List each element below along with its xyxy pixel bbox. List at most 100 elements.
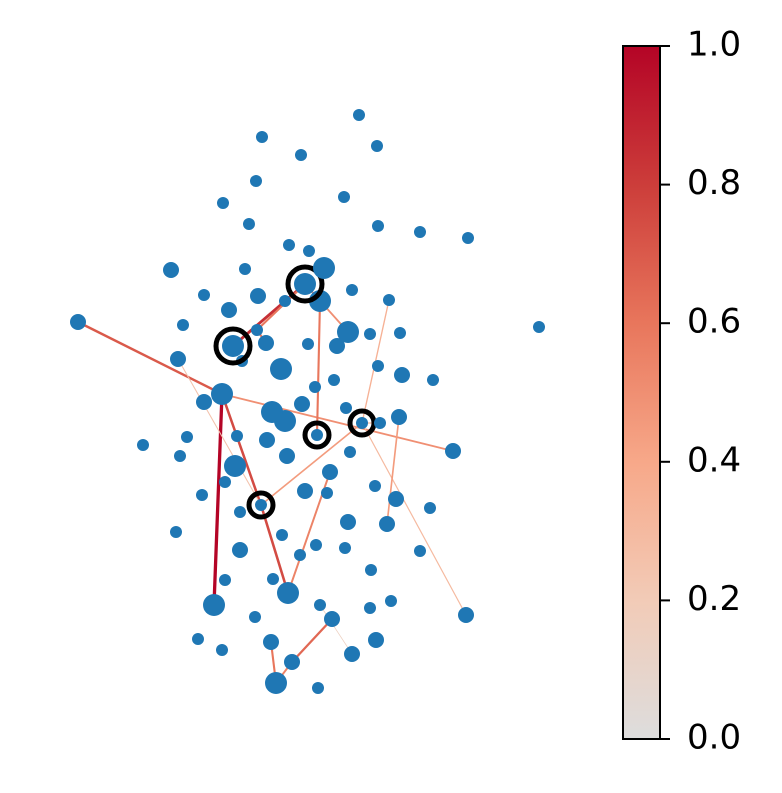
node — [372, 360, 384, 372]
node — [232, 542, 248, 558]
edge — [315, 299, 322, 437]
node — [261, 401, 283, 423]
node — [328, 374, 340, 386]
colorbar-tick-label: 0.0 — [687, 718, 741, 758]
node — [324, 611, 340, 627]
node — [371, 140, 383, 152]
node — [379, 516, 395, 532]
node — [344, 646, 360, 662]
node — [174, 450, 186, 462]
node — [294, 549, 306, 561]
node — [219, 574, 231, 586]
node — [344, 446, 356, 458]
node — [321, 487, 333, 499]
node — [255, 499, 267, 511]
node — [196, 394, 212, 410]
node — [239, 263, 251, 275]
node — [365, 564, 377, 576]
node — [394, 327, 406, 339]
node — [192, 633, 204, 645]
node — [256, 131, 268, 143]
node — [279, 295, 291, 307]
node — [243, 218, 255, 230]
edge — [221, 393, 454, 452]
node — [458, 607, 474, 623]
node — [314, 599, 326, 611]
edge — [220, 392, 263, 507]
node — [445, 443, 461, 459]
node — [263, 634, 279, 650]
node — [221, 302, 237, 318]
colorbar: 0.0 0.2 0.4 0.6 0.8 1.0 — [622, 25, 741, 758]
node — [462, 232, 474, 244]
node — [368, 632, 384, 648]
highlight-ring — [213, 326, 253, 366]
node — [394, 367, 410, 383]
colorbar-tick-label: 0.4 — [687, 440, 741, 480]
colorbar-tick-label: 0.8 — [687, 163, 741, 203]
node — [270, 358, 292, 380]
node — [374, 417, 386, 429]
node — [346, 284, 358, 296]
node — [181, 431, 193, 443]
node — [388, 491, 404, 507]
node — [372, 220, 384, 232]
nodes — [70, 109, 545, 694]
node — [211, 383, 233, 405]
node — [203, 594, 225, 616]
node — [234, 506, 246, 518]
node — [337, 321, 359, 343]
node — [283, 239, 295, 251]
node — [353, 109, 365, 121]
node — [297, 483, 313, 499]
node — [170, 526, 182, 538]
node — [356, 417, 368, 429]
node — [231, 430, 243, 442]
colorbar-tick-label: 1.0 — [687, 25, 741, 65]
node — [414, 226, 426, 238]
edge — [386, 416, 400, 525]
node — [340, 402, 352, 414]
edge — [177, 358, 262, 506]
edge — [259, 503, 290, 595]
colorbar-tick-label: 0.6 — [687, 302, 741, 342]
node — [249, 611, 261, 623]
node — [533, 321, 545, 333]
node — [383, 294, 395, 306]
node — [177, 319, 189, 331]
highlight-ring — [285, 264, 325, 304]
node — [196, 489, 208, 501]
node — [313, 257, 335, 279]
node — [385, 595, 397, 607]
colorbar-gradient — [622, 45, 661, 740]
node — [170, 351, 186, 367]
node — [70, 314, 86, 330]
node — [294, 273, 316, 295]
edge — [255, 282, 307, 332]
node — [322, 464, 338, 480]
node — [295, 149, 307, 161]
edge — [290, 617, 334, 664]
node — [251, 324, 263, 336]
edge — [260, 422, 363, 506]
node — [310, 539, 322, 551]
node — [224, 455, 246, 477]
node — [250, 175, 262, 187]
node — [163, 262, 179, 278]
node — [312, 682, 324, 694]
node — [340, 514, 356, 530]
node — [217, 197, 229, 209]
node — [267, 573, 279, 585]
node — [309, 381, 321, 393]
node — [222, 335, 244, 357]
node — [391, 409, 407, 425]
node — [219, 476, 231, 488]
edge — [212, 392, 224, 607]
node — [414, 545, 426, 557]
node — [279, 448, 295, 464]
highlight-ring — [302, 420, 332, 450]
node — [250, 288, 266, 304]
node — [294, 396, 310, 412]
highlight-ring — [246, 490, 276, 520]
